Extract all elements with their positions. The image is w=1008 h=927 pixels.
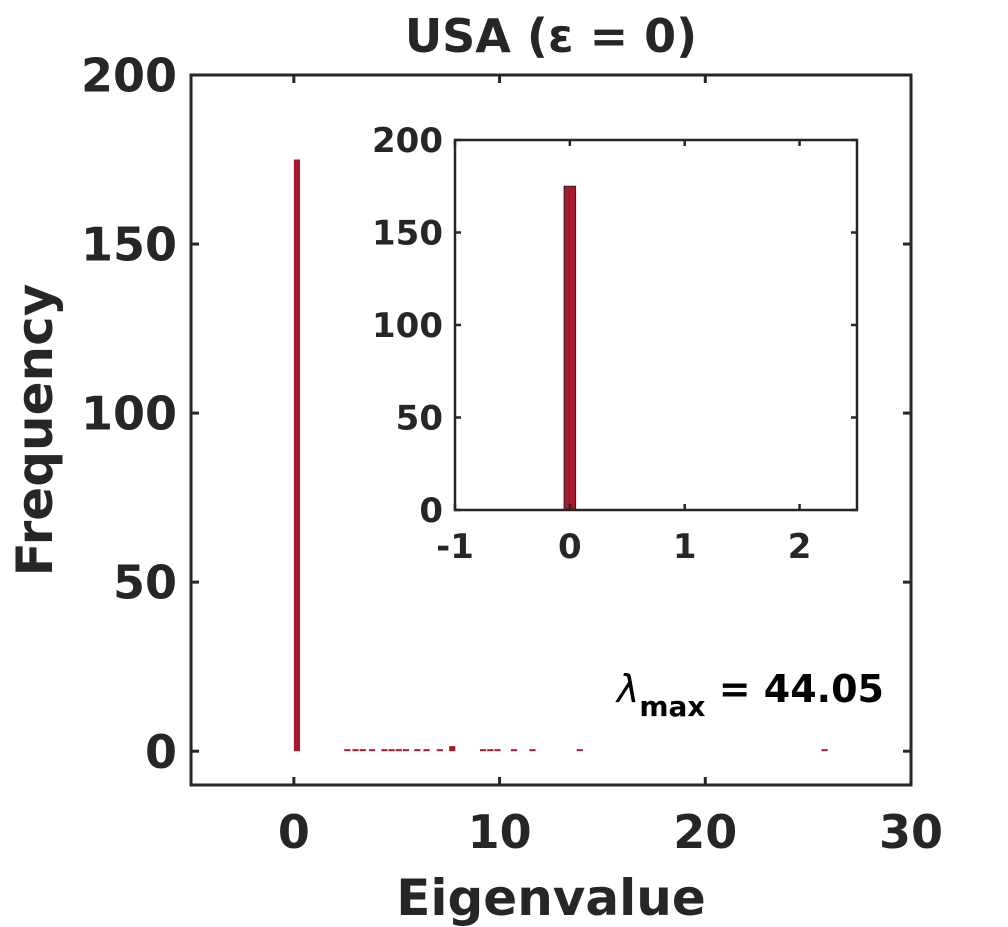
main-bar [494, 749, 501, 752]
lambda-value: = 44.05 [706, 667, 885, 711]
main-x-tick-label: 30 [879, 805, 943, 859]
inset-bar-series [563, 185, 577, 511]
main-y-tick-label: 50 [113, 556, 177, 610]
main-bar [381, 749, 388, 752]
lambda-symbol: λ [615, 667, 640, 711]
main-bar [395, 749, 402, 752]
main-y-tick-label: 0 [145, 725, 177, 779]
main-y-tick-label: 200 [81, 49, 177, 103]
main-bar [576, 749, 583, 752]
main-bar [344, 749, 351, 752]
main-bar [436, 749, 443, 752]
inset-x-tick-label: 2 [788, 527, 812, 567]
main-bar [402, 749, 410, 752]
main-bar [388, 749, 395, 752]
main-bar [352, 749, 359, 752]
x-axis-label: Eigenvalue [396, 869, 706, 927]
inset-y-tick-label: 150 [372, 214, 443, 254]
inset-y-tick-label: 100 [372, 306, 443, 346]
lambda-subscript: max [639, 690, 705, 723]
main-bar [487, 749, 494, 752]
main-bar [414, 749, 421, 752]
inset-y-tick-label: 50 [396, 399, 443, 439]
inset-x-tick-label: 0 [558, 527, 582, 567]
inset-background [455, 140, 857, 510]
lambda-max-annotation: λmax = 44.05 [615, 667, 884, 723]
main-bar [423, 749, 430, 752]
chart-title: USA (ε = 0) [405, 9, 697, 63]
main-plot-area [189, 73, 913, 787]
inset-x-tick-label: 1 [673, 527, 697, 567]
y-axis-label: Frequency [6, 284, 64, 577]
inset-y-tick-label: 0 [419, 491, 443, 531]
main-bar [293, 159, 301, 752]
main-x-tick-label: 20 [673, 805, 737, 859]
inset-bar [563, 185, 577, 511]
main-bar [359, 749, 366, 752]
main-y-tick-label: 150 [81, 218, 177, 272]
main-x-tick-label: 10 [468, 805, 532, 859]
inset-x-tick-label: -1 [436, 527, 474, 567]
main-y-tick-label: 100 [81, 387, 177, 441]
main-bar [480, 749, 487, 752]
main-bar [821, 749, 828, 752]
main-x-tick-label: 0 [278, 805, 310, 859]
main-bar [368, 749, 376, 752]
main-bar [510, 749, 518, 752]
inset-y-tick-label: 200 [372, 121, 443, 161]
main-bar [449, 746, 456, 752]
main-bar [529, 749, 536, 752]
main-bar-series [293, 159, 828, 752]
